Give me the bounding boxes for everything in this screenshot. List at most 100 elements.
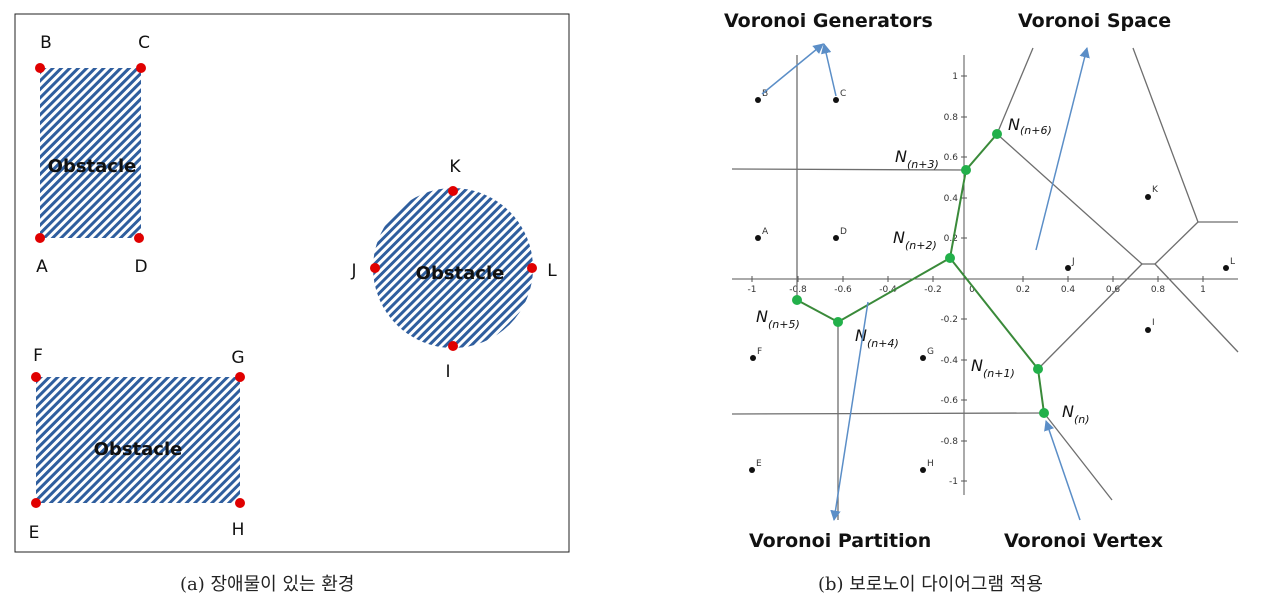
point-label-h: H xyxy=(232,520,245,540)
site-label-i: I xyxy=(1152,318,1155,328)
site-point-a xyxy=(755,235,761,241)
x-tick-label: -0.4 xyxy=(879,285,897,295)
corner-point-i xyxy=(448,341,458,351)
x-tick-label: 0.2 xyxy=(1016,285,1030,295)
corner-point-k xyxy=(448,186,458,196)
corner-point-d xyxy=(134,233,144,243)
axes xyxy=(732,55,1238,495)
voronoi-edge xyxy=(996,133,1143,265)
corner-point-a xyxy=(35,233,45,243)
site-point-i xyxy=(1145,327,1151,333)
point-labels: B C A D K J L I F G E H xyxy=(29,33,558,543)
site-label-b: B xyxy=(762,89,768,99)
obstacle-label: Obstacle xyxy=(416,263,505,284)
x-tick-label: 1 xyxy=(1200,285,1206,295)
point-label-d: D xyxy=(134,257,147,277)
node-n-plus-5 xyxy=(792,295,802,305)
point-label-i: I xyxy=(445,362,450,382)
voronoi-edges xyxy=(731,47,1239,520)
site-point-d xyxy=(833,235,839,241)
point-label-c: C xyxy=(138,33,150,53)
point-label-f: F xyxy=(33,346,43,366)
voronoi-edge xyxy=(1154,221,1199,265)
site-point-h xyxy=(920,467,926,473)
obstacle-label: Obstacle xyxy=(48,156,137,177)
x-tick-label: 0.4 xyxy=(1061,285,1076,295)
y-tick-label: -0.4 xyxy=(940,356,958,366)
site-point-e xyxy=(749,467,755,473)
corner-point-h xyxy=(235,498,245,508)
point-label-j: J xyxy=(350,261,356,281)
corner-point-e xyxy=(31,498,41,508)
annotation-arrows xyxy=(761,42,1090,522)
caption-a: (a) 장애물이 있는 환경 xyxy=(180,574,355,595)
x-tick-label: 0.8 xyxy=(1151,285,1166,295)
label-voronoi-vertex: Voronoi Vertex xyxy=(1004,530,1163,552)
obstacle-circle xyxy=(373,188,533,348)
corner-point-l xyxy=(527,263,537,273)
node-n xyxy=(1039,408,1049,418)
node-label-n-plus-1: N(n+1) xyxy=(971,356,1015,380)
obstacle-rect-top xyxy=(40,68,141,238)
site-labels: B C A D K J L I F G E H xyxy=(756,89,1235,469)
y-tick-labels: 1 0.8 0.6 0.4 0.2 -0.2 -0.4 -0.6 -0.8 -1 xyxy=(940,72,958,487)
node-label-n-plus-6: N(n+6) xyxy=(1008,115,1052,137)
obstacle-rect-bottom xyxy=(36,377,240,503)
site-point-b xyxy=(755,97,761,103)
corner-point-b xyxy=(35,63,45,73)
corner-point-j xyxy=(370,263,380,273)
obstacle-label: Obstacle xyxy=(94,439,183,460)
node-label-n-plus-2: N(n+2) xyxy=(893,228,937,252)
arrow-space xyxy=(1035,46,1090,251)
node-n-plus-4 xyxy=(833,317,843,327)
site-label-a: A xyxy=(762,227,769,237)
y-tick-label: -1 xyxy=(949,477,958,487)
site-point-l xyxy=(1223,265,1229,271)
voronoi-sites xyxy=(749,97,1229,473)
label-voronoi-generators: Voronoi Generators xyxy=(724,10,933,32)
voronoi-edge xyxy=(731,412,1045,415)
point-label-e: E xyxy=(29,523,40,543)
point-label-g: G xyxy=(231,348,244,368)
site-label-f: F xyxy=(757,347,762,357)
site-label-l: L xyxy=(1230,257,1235,267)
site-label-d: D xyxy=(840,227,847,237)
label-voronoi-space: Voronoi Space xyxy=(1018,10,1171,32)
point-label-b: B xyxy=(40,33,52,53)
y-tick-label: -0.8 xyxy=(940,437,958,447)
node-labels: N(n+6) N(n+3) N(n+2) N(n+5) N(n+4) N(n+1… xyxy=(756,115,1090,426)
label-voronoi-partition: Voronoi Partition xyxy=(749,530,931,552)
node-n-plus-2 xyxy=(945,253,955,263)
x-tick-labels: -1 -0.8 -0.6 -0.4 -0.2 0 0.2 0.4 0.6 0.8… xyxy=(748,285,1206,295)
node-label-n-plus-5: N(n+5) xyxy=(756,307,800,331)
site-point-c xyxy=(833,97,839,103)
panel-a: Obstacle Obstacle Obstacle B C A D xyxy=(14,13,570,553)
point-label-a: A xyxy=(36,257,48,277)
panel-b: -1 -0.8 -0.6 -0.4 -0.2 0 0.2 0.4 0.6 0.8… xyxy=(724,10,1239,552)
x-tick-label: -1 xyxy=(748,285,757,295)
voronoi-edge xyxy=(1043,412,1113,501)
voronoi-edge xyxy=(731,168,967,171)
y-tick-label: 0.8 xyxy=(944,113,959,123)
site-point-f xyxy=(750,355,756,361)
site-point-j xyxy=(1065,265,1071,271)
y-tick-label: 1 xyxy=(952,72,958,82)
annotation-labels: Voronoi Generators Voronoi Space Voronoi… xyxy=(724,10,1171,552)
node-n-plus-3 xyxy=(961,165,971,175)
x-tick-label: 0.6 xyxy=(1106,285,1121,295)
site-label-e: E xyxy=(756,459,762,469)
path-nodes xyxy=(792,129,1049,418)
y-tick-label: -0.6 xyxy=(940,396,958,406)
node-n-plus-1 xyxy=(1033,364,1043,374)
x-tick-label: 0 xyxy=(969,285,975,295)
arrow-generators-c xyxy=(821,42,837,97)
site-label-j: J xyxy=(1071,257,1075,267)
caption-b: (b) 보로노이 다이어그램 적용 xyxy=(818,574,1043,595)
corner-point-g xyxy=(235,372,245,382)
arrow-generators-b xyxy=(761,43,824,95)
voronoi-edge xyxy=(1037,263,1143,370)
site-point-g xyxy=(920,355,926,361)
arrow-partition xyxy=(830,301,869,522)
voronoi-edge xyxy=(1154,263,1239,353)
